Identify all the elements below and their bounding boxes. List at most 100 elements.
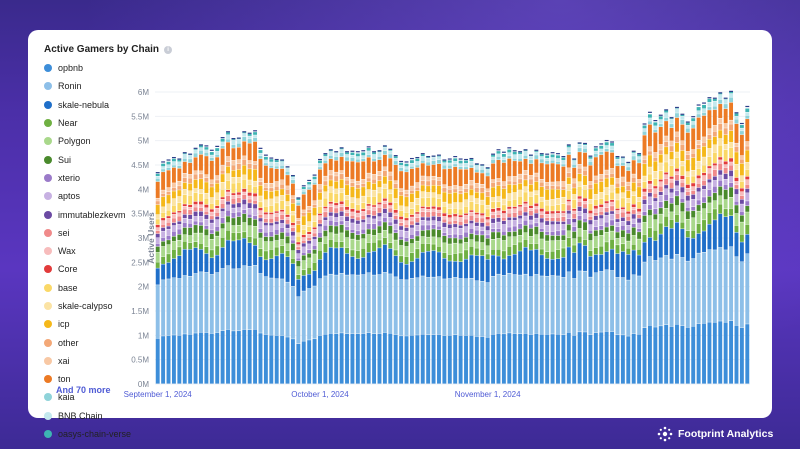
bar-segment <box>361 333 366 384</box>
legend-item[interactable]: xai <box>44 352 164 370</box>
bar-segment <box>447 163 452 166</box>
legend-label: Polygon <box>58 136 91 147</box>
bar-segment <box>458 221 463 226</box>
legend-item[interactable]: base <box>44 279 164 297</box>
bar-segment <box>242 232 247 239</box>
bar-segment <box>658 144 663 150</box>
legend-item[interactable]: skale-nebula <box>44 96 164 114</box>
info-icon[interactable]: i <box>164 45 173 54</box>
legend-item[interactable]: immutablezkevm <box>44 205 164 223</box>
bar-segment <box>263 190 268 200</box>
bar-segment <box>675 132 679 137</box>
bar-segment <box>653 171 658 179</box>
bar-segment <box>675 180 679 186</box>
bar-segment <box>528 210 533 216</box>
bar-segment <box>480 169 485 173</box>
bar-segment <box>734 205 739 214</box>
bar-segment <box>637 239 642 250</box>
bar-segment <box>269 223 274 226</box>
bar-segment <box>361 179 366 184</box>
bar-segment <box>382 237 387 245</box>
bar-segment <box>653 129 658 133</box>
bar-segment <box>523 216 528 220</box>
bar-segment <box>729 176 734 183</box>
bar-segment <box>501 231 506 235</box>
legend-item[interactable]: sei <box>44 224 164 242</box>
bar-segment <box>437 276 441 335</box>
bar-segment <box>523 220 528 226</box>
legend-item[interactable]: BNB Chain <box>44 407 164 425</box>
bar-cap <box>263 154 268 156</box>
bar-segment <box>653 260 658 327</box>
bar-segment <box>442 184 447 188</box>
bar-segment <box>253 193 258 197</box>
bar-segment <box>404 237 409 242</box>
bar-segment <box>166 254 171 263</box>
bar-segment <box>739 159 744 164</box>
legend-item[interactable]: opbnb <box>44 59 164 77</box>
bar-segment <box>653 122 658 126</box>
bar-segment <box>171 198 176 206</box>
bar-segment <box>599 246 604 255</box>
legend-item[interactable]: Ronin <box>44 77 164 95</box>
bar-segment <box>707 224 712 250</box>
bar-segment <box>426 186 431 193</box>
legend-item[interactable]: skale-calypso <box>44 297 164 315</box>
bar-segment <box>431 334 436 384</box>
bar-segment <box>161 218 166 221</box>
bar-segment <box>469 233 474 240</box>
legend-item[interactable]: Sui <box>44 150 164 168</box>
legend-item[interactable]: oasys-chain-verse <box>44 425 164 443</box>
bar-segment <box>680 182 685 187</box>
bar-segment <box>458 166 463 169</box>
legend-item[interactable]: other <box>44 333 164 351</box>
legend-item[interactable]: Wax <box>44 242 164 260</box>
bar-segment <box>334 208 339 213</box>
legend-item[interactable]: Core <box>44 260 164 278</box>
bar-segment <box>707 98 712 103</box>
legend-item[interactable]: kaia <box>44 388 164 406</box>
bar-segment <box>345 275 349 334</box>
legend-item[interactable]: Near <box>44 114 164 132</box>
bar-segment <box>263 163 268 166</box>
bar-segment <box>718 99 723 104</box>
bar-segment <box>631 250 636 275</box>
bar-segment <box>615 200 620 209</box>
bar-segment <box>182 189 187 195</box>
legend-item[interactable]: Polygon <box>44 132 164 150</box>
bar-segment <box>528 175 533 179</box>
bar-segment <box>399 262 404 280</box>
bar-segment <box>653 198 658 202</box>
more-chains-link[interactable]: And 70 more <box>56 385 111 395</box>
bar-segment <box>334 160 339 172</box>
bar-segment <box>658 116 663 120</box>
bar-segment <box>226 230 230 240</box>
bar-segment <box>528 250 533 277</box>
legend-item[interactable]: ton <box>44 370 164 388</box>
bar-segment <box>393 240 398 250</box>
bar-segment <box>312 262 317 271</box>
bar-segment <box>409 214 414 217</box>
bar-segment <box>631 153 636 156</box>
bar-segment <box>290 198 295 204</box>
bar-segment <box>182 275 187 334</box>
bar-segment <box>177 335 182 384</box>
bar-segment <box>485 172 490 176</box>
bar-segment <box>318 219 322 224</box>
legend-label: ton <box>58 374 71 385</box>
legend-item[interactable]: aptos <box>44 187 164 205</box>
bar-segment <box>647 197 652 205</box>
legend-item[interactable]: icp <box>44 315 164 333</box>
bar-segment <box>577 144 582 148</box>
bar-cap <box>274 158 279 161</box>
bar-segment <box>182 182 187 190</box>
bar-segment <box>653 161 658 172</box>
bar-segment <box>242 265 247 330</box>
bar-segment <box>447 254 452 261</box>
bar-cap <box>691 116 696 118</box>
bar-segment <box>199 189 203 194</box>
bar-segment <box>464 160 468 164</box>
bar-segment <box>685 207 690 211</box>
bar-segment <box>718 93 723 95</box>
legend-item[interactable]: xterio <box>44 169 164 187</box>
